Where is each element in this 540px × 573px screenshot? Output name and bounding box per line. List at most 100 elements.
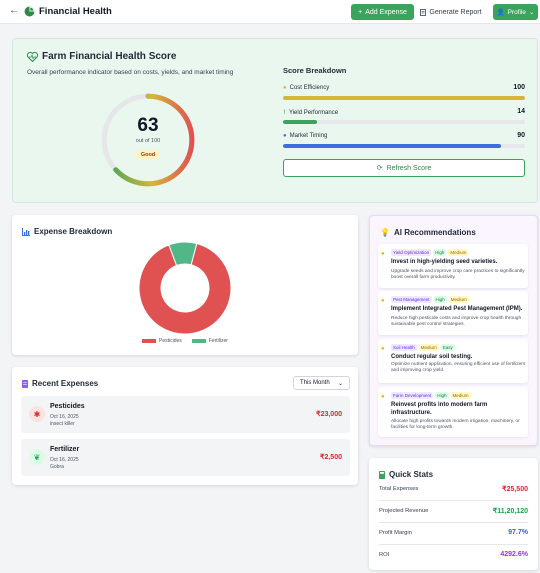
impact-tag: High	[435, 392, 449, 399]
calculator-icon	[379, 470, 385, 479]
period-select-value: This Month	[300, 380, 330, 386]
expense-breakdown-card: Expense Breakdown Pesticides Fertilizer	[12, 215, 358, 355]
recommendation-item[interactable]: ● Farm Development High Medium Reinvest pr…	[378, 387, 528, 437]
recommendation-title: Invest in high-yielding seed varieties.	[391, 259, 498, 265]
heart-pulse-icon	[27, 51, 38, 62]
expense-note: Gobra	[50, 464, 64, 470]
health-rating-badge: Good	[136, 150, 160, 159]
category-tag: Pest Management	[391, 296, 432, 303]
divider	[379, 500, 528, 501]
stat-value: ₹11,20,120	[492, 508, 528, 515]
expense-amount: ₹2,500	[320, 454, 342, 461]
stat-label: ROI	[379, 552, 390, 558]
recommendation-item[interactable]: ● Yield Optimization High Medium Invest in…	[378, 244, 528, 288]
quick-stats-title: Quick Stats	[379, 470, 433, 479]
expense-note: insect killer	[50, 421, 75, 427]
quick-stats-title-text: Quick Stats	[389, 470, 434, 479]
chevron-down-icon: ⌄	[337, 380, 343, 387]
recommendation-desc: Reduce high pesticide costs and improve …	[391, 316, 522, 328]
market-timing-fill	[283, 144, 501, 148]
recommendation-title: Conduct regular soil testing.	[391, 354, 473, 360]
effort-tag: Medium	[448, 296, 469, 303]
health-score-card: Farm Financial Health Score Overall perf…	[12, 38, 538, 203]
recent-expenses-card: Recent Expenses This Month ⌄ ✱ Pesticide…	[12, 367, 358, 485]
top-header: ← Financial Health + Add Expense Generat…	[0, 0, 540, 24]
legend-label-pesticides: Pesticides	[159, 338, 182, 344]
bar-chart-icon	[22, 227, 30, 236]
cost-efficiency-fill	[283, 96, 525, 100]
page-title: Financial Health	[39, 6, 112, 17]
profile-button[interactable]: 👤 Profile ⌄	[493, 4, 538, 20]
score-breakdown-title: Score Breakdown	[283, 66, 347, 75]
effort-tag: Medium	[450, 392, 471, 399]
impact-tag: High	[433, 249, 447, 256]
chart-legend: Pesticides Fertilizer	[142, 338, 228, 344]
list-item[interactable]: ❦ Fertilizer Oct 16, 2025 Gobra ₹2,500	[21, 439, 350, 476]
cost-efficiency-value: 100	[513, 84, 525, 91]
yield-performance-value: 14	[517, 108, 525, 115]
recommendation-title: Implement Integrated Pest Management (IP…	[391, 306, 523, 312]
score-gauge-arc	[101, 93, 195, 187]
expense-date: Oct 16, 2025	[50, 414, 79, 420]
recommendation-item[interactable]: ● Soil Health Medium Easy Conduct regular …	[378, 339, 528, 383]
legend-swatch-pesticides	[142, 339, 156, 343]
expense-amount: ₹23,000	[316, 411, 342, 418]
expense-breakdown-title: Expense Breakdown	[22, 227, 112, 236]
profile-label: Profile	[507, 8, 527, 16]
stat-value: ₹25,500	[502, 486, 528, 493]
category-tag: Yield Optimization	[391, 249, 432, 256]
bulb-icon: ●	[381, 346, 385, 352]
recent-expenses-title-text: Recent Expenses	[32, 379, 99, 388]
cost-efficiency-track	[283, 96, 525, 100]
yield-performance-track	[283, 120, 525, 124]
recommendation-item[interactable]: ● Pest Management High Medium Implement In…	[378, 291, 528, 335]
effort-tag: Medium	[448, 249, 469, 256]
pie-chart-icon	[24, 6, 35, 17]
donut-slice-fertilizer[interactable]	[168, 241, 198, 267]
refresh-icon: ⟳	[376, 165, 383, 172]
refresh-score-button[interactable]: ⟳ Refresh Score	[283, 159, 525, 177]
generate-report-button[interactable]: Generate Report	[419, 4, 483, 20]
market-timing-value: 90	[517, 132, 525, 139]
plus-icon: +	[358, 8, 363, 16]
add-expense-button[interactable]: + Add Expense	[351, 4, 414, 20]
chevron-down-icon: ⌄	[529, 9, 535, 16]
document-icon	[420, 8, 427, 16]
impact-tag: Medium	[418, 344, 439, 351]
yield-performance-fill	[283, 120, 317, 124]
legend-item-fertilizer: Fertilizer	[191, 338, 228, 344]
quick-stats-card: Quick Stats Total Expenses ₹25,500 Proje…	[369, 458, 538, 570]
category-tag: Farm Development	[391, 392, 434, 399]
health-score-title: Farm Financial Health Score	[27, 51, 177, 62]
health-subtitle: Overall performance indicator based on c…	[27, 69, 234, 76]
impact-tag: High	[433, 296, 447, 303]
period-select[interactable]: This Month ⌄	[293, 376, 350, 390]
recommendation-desc: Optimize nutrient application, ensuring …	[391, 362, 526, 374]
chart-icon: ⌇	[283, 110, 286, 116]
bulb-icon: ●	[381, 394, 385, 400]
stat-value: 97.7%	[508, 529, 528, 536]
health-score-value: 63	[137, 115, 159, 136]
lightbulb-icon: 💡	[380, 228, 390, 237]
score-gauge	[101, 93, 195, 187]
stat-label: Projected Revenue	[379, 508, 429, 514]
cost-efficiency-label: Cost Efficiency	[289, 85, 330, 91]
health-score-out-of: out of 100	[135, 138, 161, 144]
add-expense-label: Add Expense	[365, 8, 407, 16]
recommendation-desc: Allocate high profits towards modern irr…	[391, 419, 520, 431]
legend-swatch-fertilizer	[191, 339, 206, 343]
ai-title-text: AI Recommendations	[393, 228, 476, 237]
expense-donut-chart	[138, 241, 232, 335]
divider	[379, 544, 528, 545]
recent-expenses-title: Recent Expenses	[22, 379, 98, 388]
expense-breakdown-title-text: Expense Breakdown	[34, 227, 113, 236]
yield-performance-label: Yield Performance	[288, 109, 339, 116]
bulb-icon: ●	[381, 251, 385, 257]
stat-value: 4292.6%	[500, 551, 528, 558]
donut-slice-pesticides[interactable]	[138, 242, 232, 335]
list-item[interactable]: ✱ Pesticides Oct 16, 2025 insect killer …	[21, 396, 350, 433]
expense-name: Pesticides	[50, 403, 85, 410]
back-arrow-icon[interactable]: ←	[9, 5, 19, 16]
stat-label: Total Expenses	[379, 486, 419, 492]
refresh-score-label: Refresh Score	[386, 164, 432, 172]
